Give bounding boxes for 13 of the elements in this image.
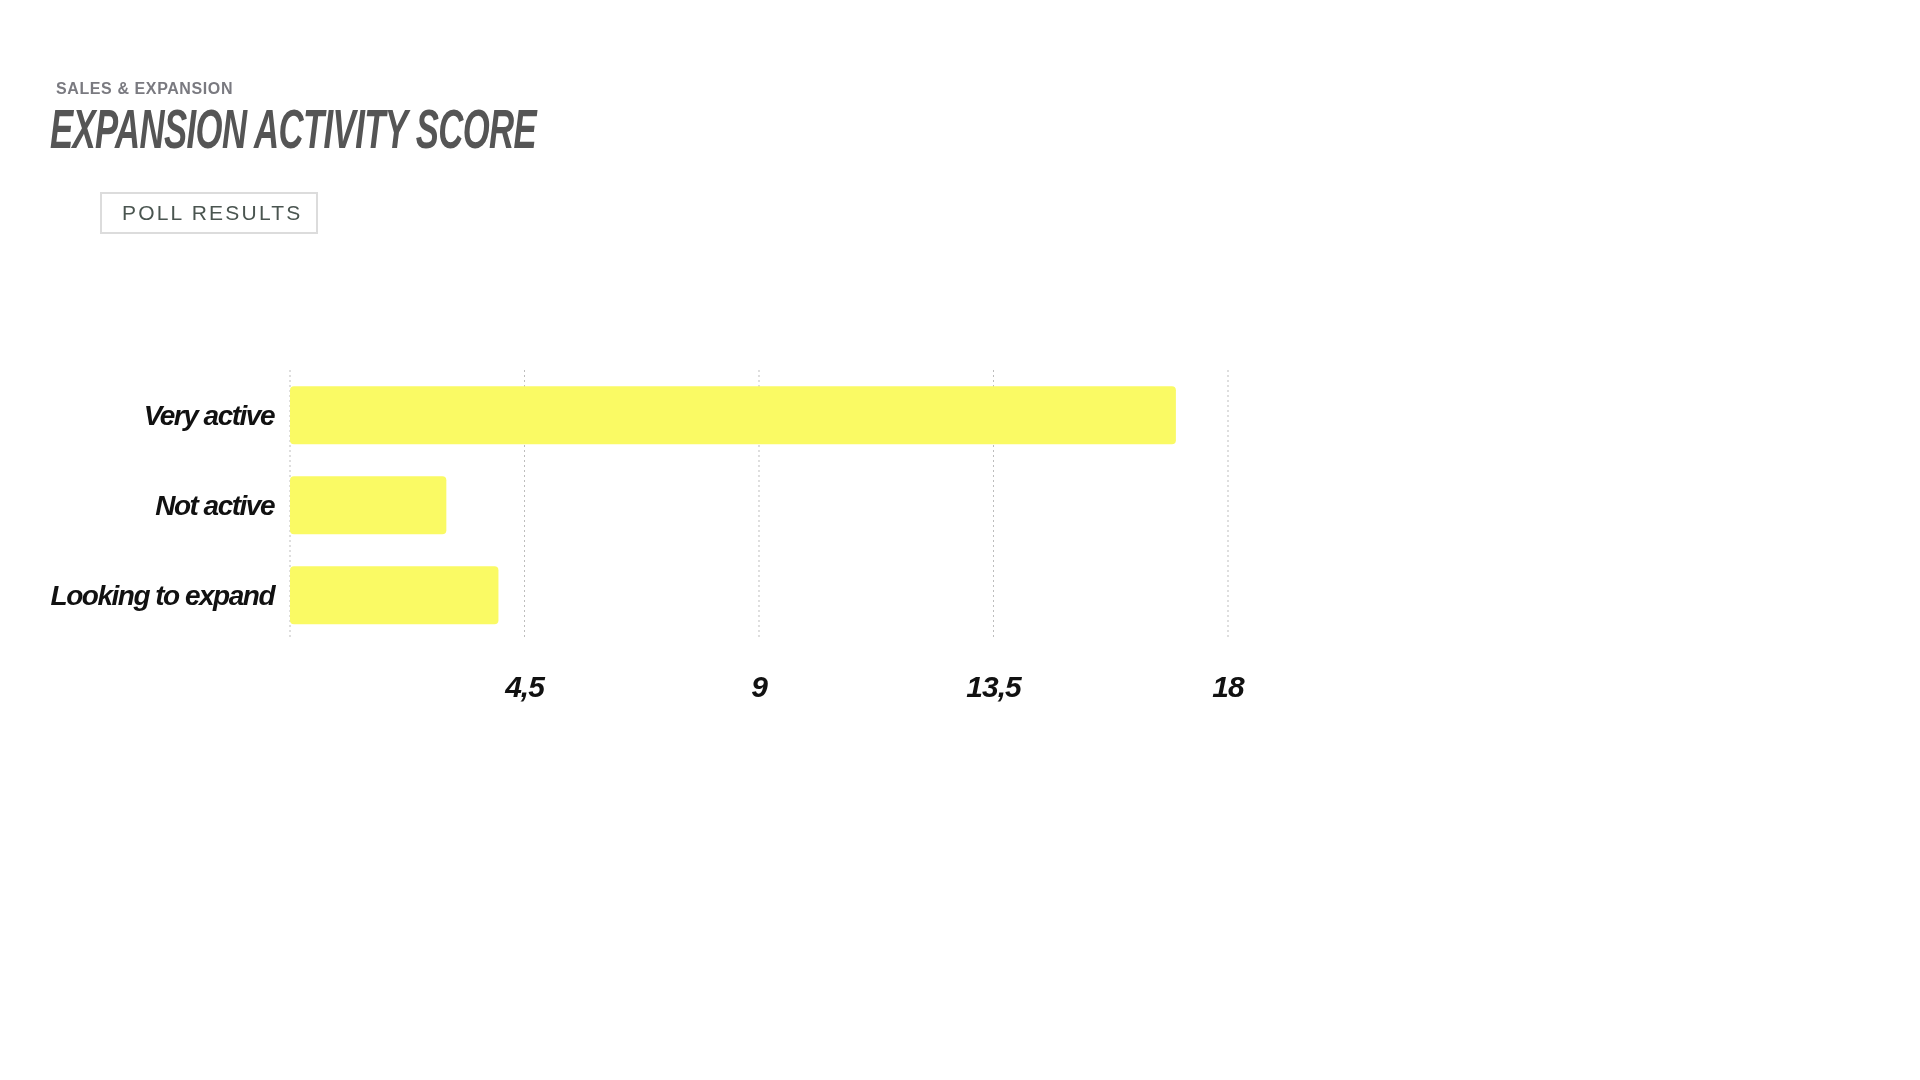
bar: [290, 476, 447, 535]
y-tick-label: Looking to expand: [50, 579, 277, 611]
y-tick-label: Very active: [143, 399, 275, 431]
chart-title: EXPANSION ACTIVITY SCORE: [50, 96, 537, 161]
y-tick-label: Not active: [155, 489, 275, 521]
text: POLL RESULTS: [122, 201, 303, 225]
bar: [290, 386, 1176, 445]
x-tick-label: 4,5: [504, 670, 547, 704]
text: SALES & EXPANSION: [56, 80, 234, 98]
x-tick-label: 9: [751, 670, 769, 704]
bar: [290, 566, 499, 625]
x-tick-label: 13,5: [966, 670, 1024, 704]
x-tick-label: 18: [1212, 670, 1245, 704]
